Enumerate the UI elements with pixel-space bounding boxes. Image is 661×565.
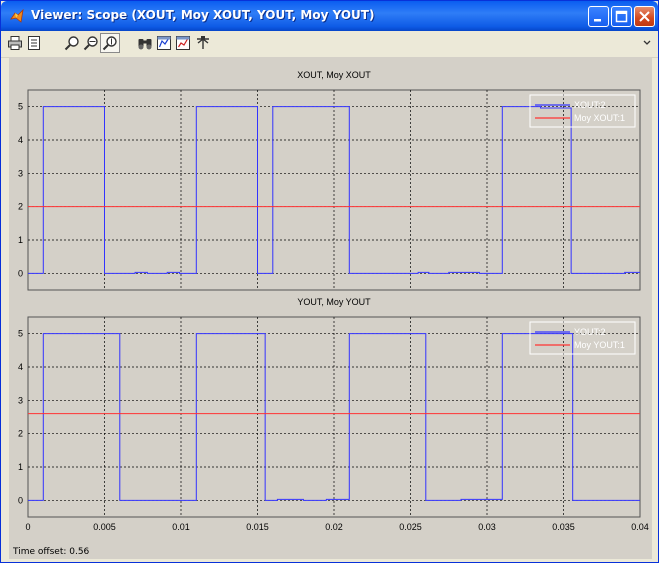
zoom-x-icon — [83, 36, 98, 51]
float-scope-icon — [197, 36, 209, 49]
print-button[interactable] — [7, 35, 23, 51]
x-tick-label: 0.005 — [93, 522, 116, 532]
maximize-button[interactable] — [611, 6, 632, 27]
zoom-y-icon — [102, 36, 117, 51]
x-tick-label: 0.015 — [246, 522, 269, 532]
series-line-2-1 — [28, 333, 640, 501]
minimize-icon — [594, 19, 601, 22]
toolbar-overflow-button[interactable] — [643, 39, 651, 47]
y-tick-label: 3 — [18, 168, 23, 178]
autoscale-button[interactable] — [137, 35, 153, 51]
maximize-icon — [615, 10, 628, 23]
float-scope-button[interactable] — [195, 35, 211, 51]
save-axes-button[interactable] — [156, 35, 172, 51]
y-tick-label: 4 — [18, 362, 23, 372]
y-tick-label: 4 — [18, 135, 23, 145]
scope-area: XOUT, Moy XOUT 0 1 2 3 4 5 XOUT:2 Moy XOUT:1 YOUT… — [9, 57, 652, 559]
x-tick-label: 0.035 — [552, 522, 575, 532]
plot-title-1: XOUT, Moy XOUT — [297, 70, 371, 80]
print-icon — [8, 36, 22, 50]
x-tick-label: 0.01 — [172, 522, 190, 532]
series-line-1-1 — [28, 106, 640, 274]
legend-label-1-2: Moy XOUT:1 — [574, 113, 625, 123]
title-bar[interactable]: Viewer: Scope (XOUT, Moy XOUT, YOUT, Moy… — [1, 1, 658, 31]
legend-box-2 — [529, 321, 636, 355]
minimize-button[interactable] — [588, 6, 609, 27]
legend-label-2-2: Moy YOUT:1 — [574, 340, 625, 350]
time-offset: Time offset: 0.56 — [13, 547, 90, 557]
chevron-down-icon — [643, 40, 651, 45]
y-tick-label: 0 — [18, 268, 23, 278]
restore-axes-icon — [176, 36, 190, 50]
y-tick-label: 2 — [18, 429, 23, 439]
y-tick-label: 1 — [18, 462, 23, 472]
parameters-button[interactable] — [26, 35, 42, 51]
x-tick-label: 0.02 — [325, 522, 343, 532]
y-tick-label: 3 — [18, 395, 23, 405]
window-title: Viewer: Scope (XOUT, Moy XOUT, YOUT, Moy… — [31, 8, 375, 22]
matlab-icon — [10, 8, 24, 23]
zoom-y-button[interactable] — [100, 33, 120, 53]
legend-label-2-1: YOUT:2 — [574, 327, 606, 337]
zoom-icon — [64, 36, 79, 51]
restore-axes-button[interactable] — [175, 35, 191, 51]
y-tick-label: 2 — [18, 202, 23, 212]
close-button[interactable] — [634, 6, 655, 27]
parameters-icon — [28, 36, 40, 50]
legend-label-1-1: XOUT:2 — [574, 100, 606, 110]
close-icon — [639, 11, 650, 22]
save-axes-icon — [157, 36, 171, 50]
x-tick-label: 0 — [25, 522, 30, 532]
y-tick-label: 5 — [18, 329, 23, 339]
plot-title-2: YOUT, Moy YOUT — [297, 297, 371, 307]
scope-plots: XOUT, Moy XOUT 0 1 2 3 4 5 XOUT:2 Moy XOUT:1 YOUT… — [18, 70, 649, 532]
y-tick-label: 0 — [18, 495, 23, 505]
autoscale-icon — [138, 39, 152, 50]
x-tick-label: 0.03 — [478, 522, 496, 532]
y-tick-label: 5 — [18, 102, 23, 112]
x-tick-label: 0.04 — [631, 522, 649, 532]
zoom-button[interactable] — [64, 35, 80, 51]
toolbar — [1, 31, 658, 58]
zoom-x-button[interactable] — [83, 35, 99, 51]
legend-box-1 — [529, 94, 636, 128]
x-tick-label: 0.025 — [399, 522, 422, 532]
y-tick-label: 1 — [18, 235, 23, 245]
